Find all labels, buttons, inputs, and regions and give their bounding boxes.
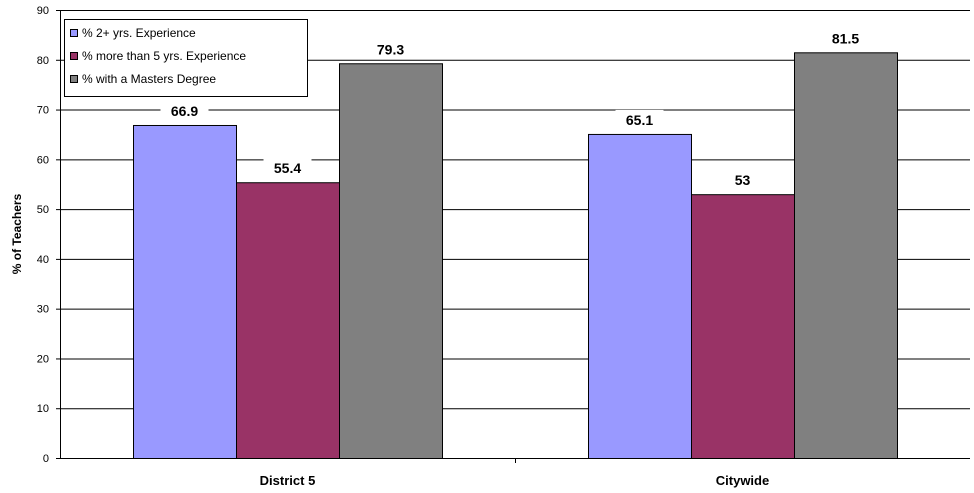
data-label: 53	[735, 172, 751, 188]
bar-2	[236, 182, 340, 459]
legend-label: % with a Masters Degree	[82, 72, 216, 86]
y-tick-label: 80	[37, 55, 49, 67]
legend-label: % more than 5 yrs. Experience	[82, 49, 246, 63]
y-tick-label: 30	[37, 304, 49, 316]
data-labels: 66.9 55.4 79.3 65.1 53 81.5	[160, 28, 870, 190]
bars	[133, 52, 898, 460]
y-tick-label: 90	[37, 5, 49, 17]
legend-swatch	[70, 52, 78, 60]
data-label: 55.4	[274, 160, 301, 176]
data-label-bg	[727, 170, 758, 190]
y-axis-title: % of Teachers	[10, 193, 24, 274]
bar-1	[588, 133, 692, 460]
data-label: 65.1	[626, 112, 653, 128]
data-label: 81.5	[832, 30, 859, 46]
data-label-bg	[160, 100, 209, 120]
legend-box	[64, 19, 308, 97]
data-label-bg	[615, 109, 664, 129]
legend-label: % 2+ yrs. Experience	[82, 26, 196, 40]
data-label-bg	[263, 158, 312, 178]
y-tick-label: 0	[43, 453, 49, 465]
legend: % 2+ yrs. Experience % more than 5 yrs. E…	[64, 19, 308, 97]
bar-2	[691, 194, 795, 460]
bar-3	[339, 63, 443, 459]
y-tick-label: 20	[37, 353, 49, 365]
x-category-label: District 5	[260, 473, 316, 488]
legend-swatch	[70, 75, 78, 83]
y-tick-label: 70	[37, 105, 49, 117]
y-tick-label: 60	[37, 154, 49, 166]
axes: 0 10 20 30 40 50 60 70 80 90 District 5 Citywide	[37, 5, 970, 488]
x-category-label: Citywide	[716, 473, 769, 488]
y-tick-label: 10	[37, 403, 49, 415]
y-tick-label: 40	[37, 254, 49, 266]
data-label-bg	[366, 39, 415, 59]
y-tick-label: 50	[37, 204, 49, 216]
bar-1	[133, 124, 237, 459]
data-label-bg	[821, 28, 870, 48]
bar-3	[794, 52, 898, 460]
data-label: 66.9	[171, 103, 198, 119]
data-label: 79.3	[377, 41, 404, 57]
legend-swatch	[70, 29, 78, 37]
